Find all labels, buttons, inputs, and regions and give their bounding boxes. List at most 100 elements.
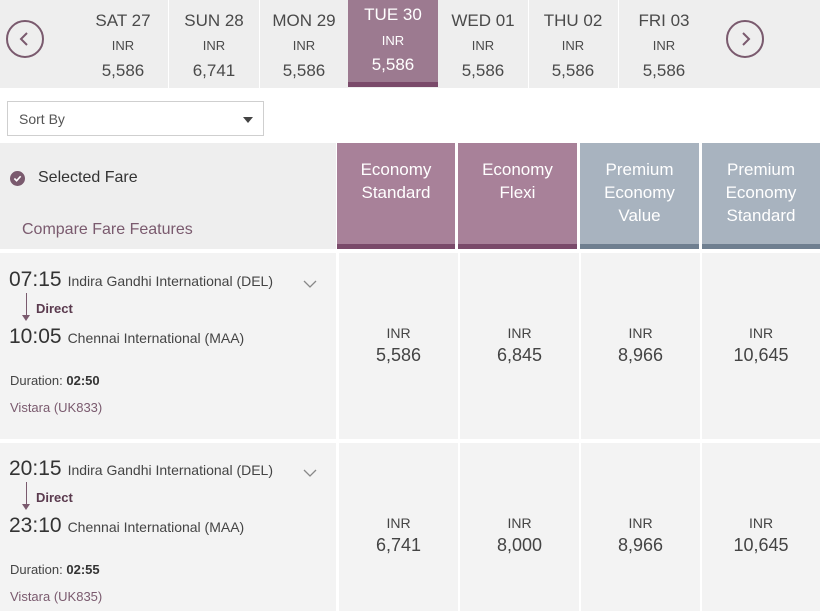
date-label: FRI 03: [638, 11, 690, 30]
date-price: 5,586: [551, 61, 595, 80]
next-dates-button[interactable]: [726, 20, 764, 58]
carrier-link[interactable]: Vistara (UK835): [10, 589, 103, 604]
fare-price-cell[interactable]: INR 8,966: [581, 253, 700, 439]
date-label: MON 29: [272, 11, 336, 30]
date-currency: INR: [381, 33, 405, 48]
chevron-down-icon[interactable]: [302, 468, 318, 478]
fare-header-line: Standard: [726, 206, 796, 225]
date-currency: INR: [202, 38, 226, 53]
fare-header-line: Premium: [726, 160, 795, 179]
flight-row-info: 07:15 Indira Gandhi International (DEL) …: [0, 253, 336, 439]
date-option-tue-30-selected[interactable]: TUE 30 INR 5,586: [348, 0, 438, 87]
fare-price-cell[interactable]: INR 6,741: [339, 443, 458, 611]
fare-price-cell[interactable]: INR 8,000: [460, 443, 579, 611]
fare-price: 8,966: [617, 345, 664, 365]
date-divider: [168, 0, 169, 88]
fare-header-line: Economy: [360, 160, 432, 179]
arrival-airport: Chennai International (MAA): [67, 330, 245, 346]
fare-header-economy-flexi[interactable]: Economy Flexi: [458, 143, 577, 249]
duration-value: 02:55: [66, 562, 100, 577]
date-divider: [528, 0, 529, 88]
fare-header-premium-economy-value[interactable]: Premium Economy Value: [580, 143, 699, 249]
date-currency: INR: [292, 38, 316, 53]
route-connector: [26, 482, 27, 504]
date-price: 5,586: [371, 55, 415, 74]
fare-header-left: Selected Fare Compare Fare Features: [0, 143, 336, 249]
fare-currency: INR: [628, 515, 653, 531]
date-price: 5,586: [642, 61, 686, 80]
fare-price-cell[interactable]: INR 10,645: [702, 443, 820, 611]
fare-currency: INR: [386, 325, 411, 341]
date-option-thu-02[interactable]: THU 02 INR 5,586: [528, 0, 618, 88]
duration-label: Duration:: [10, 373, 63, 388]
date-price: 5,586: [282, 61, 326, 80]
carrier-link[interactable]: Vistara (UK833): [10, 400, 103, 415]
departure-airport: Indira Gandhi International (DEL): [67, 273, 274, 289]
arrow-down-icon: [22, 504, 30, 510]
duration-value: 02:50: [66, 373, 100, 388]
fare-price-cell[interactable]: INR 8,966: [581, 443, 700, 611]
date-currency: INR: [561, 38, 585, 53]
date-currency: INR: [652, 38, 676, 53]
date-option-mon-29[interactable]: MON 29 INR 5,586: [259, 0, 349, 88]
fare-currency: INR: [748, 325, 774, 341]
date-label: SUN 28: [184, 11, 244, 30]
fare-price-cell[interactable]: INR 6,845: [460, 253, 579, 439]
arrival-time: 10:05: [9, 325, 62, 348]
date-strip: SAT 27 INR 5,586 SUN 28 INR 6,741 MON 29…: [0, 0, 820, 88]
date-option-fri-03[interactable]: FRI 03 INR 5,586: [619, 0, 709, 88]
fare-price: 6,845: [496, 345, 543, 365]
fare-price-cell[interactable]: INR 10,645: [702, 253, 820, 439]
arrival-line: 10:05 Chennai International (MAA): [9, 325, 244, 349]
flight-row-info: 20:15 Indira Gandhi International (DEL) …: [0, 443, 336, 611]
fare-price: 6,741: [375, 535, 422, 555]
stop-type: Direct: [36, 301, 73, 316]
selected-fare-legend: Selected Fare: [10, 169, 138, 187]
previous-dates-button[interactable]: [6, 20, 44, 58]
arrival-line: 23:10 Chennai International (MAA): [9, 514, 244, 538]
date-price: 5,586: [101, 61, 145, 80]
sort-by-select[interactable]: Sort By: [7, 101, 264, 136]
fare-price: 5,586: [375, 345, 422, 365]
fare-header-line: Economy: [604, 183, 675, 202]
arrival-time: 23:10: [9, 514, 62, 537]
date-label: WED 01: [451, 11, 515, 30]
date-currency: INR: [471, 38, 495, 53]
compare-fare-features-link[interactable]: Compare Fare Features: [22, 221, 193, 238]
departure-line: 20:15 Indira Gandhi International (DEL): [9, 457, 273, 481]
fare-header-line: Standard: [361, 183, 431, 202]
stop-type: Direct: [36, 490, 73, 505]
date-option-sat-27[interactable]: SAT 27 INR 5,586: [78, 0, 168, 88]
fare-price-cell[interactable]: INR 5,586: [339, 253, 458, 439]
date-price: 6,741: [192, 61, 236, 80]
departure-airport: Indira Gandhi International (DEL): [67, 462, 274, 478]
date-divider: [259, 0, 260, 88]
fare-header-line: Economy: [725, 183, 797, 202]
date-option-wed-01[interactable]: WED 01 INR 5,586: [438, 0, 528, 88]
selected-fare-label: Selected Fare: [38, 169, 138, 186]
arrival-airport: Chennai International (MAA): [67, 519, 245, 535]
fare-header-line: Economy: [482, 160, 553, 179]
sort-by-label: Sort By: [19, 111, 65, 127]
fare-currency: INR: [628, 325, 653, 341]
arrow-down-icon: [22, 315, 30, 321]
fare-header-premium-economy-standard[interactable]: Premium Economy Standard: [702, 143, 820, 249]
date-option-sun-28[interactable]: SUN 28 INR 6,741: [169, 0, 259, 88]
fare-currency: INR: [507, 515, 532, 531]
date-divider: [618, 0, 619, 88]
fare-price: 8,966: [617, 535, 664, 555]
date-label: TUE 30: [364, 5, 422, 24]
fare-price: 10,645: [733, 345, 789, 365]
departure-time: 07:15: [9, 268, 62, 291]
chevron-down-icon[interactable]: [302, 279, 318, 289]
chevron-left-icon: [19, 32, 28, 46]
date-price: 5,586: [461, 61, 505, 80]
fare-currency: INR: [748, 515, 774, 531]
duration: Duration: 02:50: [10, 373, 100, 388]
fare-price: 8,000: [496, 535, 543, 555]
fare-currency: INR: [386, 515, 411, 531]
departure-line: 07:15 Indira Gandhi International (DEL): [9, 268, 273, 292]
fare-header-economy-standard[interactable]: Economy Standard: [337, 143, 455, 249]
fare-header-line: Premium: [605, 160, 674, 179]
fare-currency: INR: [507, 325, 532, 341]
